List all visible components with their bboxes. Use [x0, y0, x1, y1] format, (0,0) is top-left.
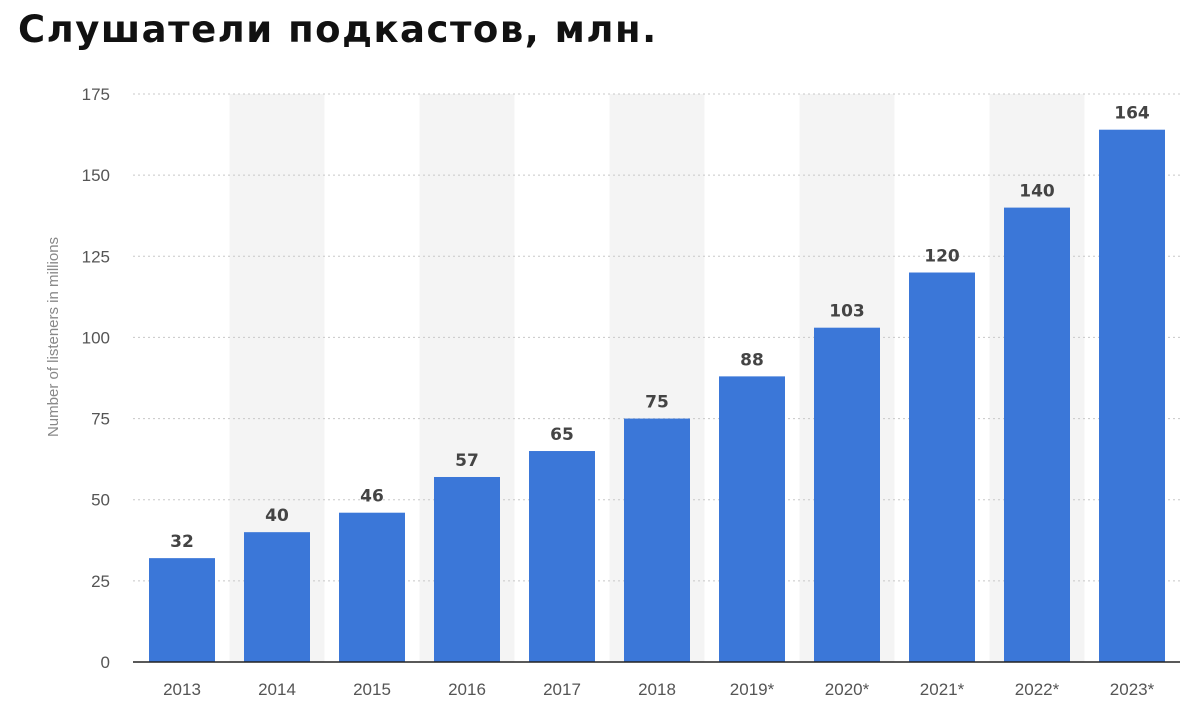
x-tick-label: 2019* [730, 680, 775, 699]
data-label: 103 [829, 302, 865, 322]
x-tick-label: 2021* [920, 680, 965, 699]
data-label: 32 [170, 532, 194, 552]
x-tick-label: 2014 [258, 680, 296, 699]
bars [149, 129, 1165, 662]
data-label: 40 [265, 506, 289, 526]
data-labels: 32 40 46 57 65 75 88 103 120 140 164 [170, 104, 1150, 552]
y-axis-title: Number of listeners in millions [45, 237, 62, 437]
data-label: 65 [550, 425, 574, 445]
y-axis-tick-labels: 0 25 50 75 100 125 150 175 [82, 85, 110, 672]
bar-2023 [1099, 129, 1165, 662]
bar-2013 [149, 558, 215, 662]
bar-2018 [624, 418, 690, 662]
y-tick-label: 75 [91, 410, 110, 429]
bar-2021 [909, 272, 975, 662]
y-tick-label: 100 [82, 328, 110, 347]
x-tick-label: 2016 [448, 680, 486, 699]
bar-2017 [529, 451, 595, 662]
bar-2016 [434, 476, 500, 662]
x-tick-label: 2018 [638, 680, 676, 699]
data-label: 57 [455, 451, 479, 471]
data-label: 88 [740, 350, 764, 370]
bar-2022 [1004, 207, 1070, 662]
data-label: 120 [924, 247, 960, 267]
bar-2014 [244, 532, 310, 662]
x-tick-label: 2013 [163, 680, 201, 699]
data-label: 75 [645, 393, 669, 413]
y-tick-label: 175 [82, 85, 110, 104]
bar-2020 [814, 327, 880, 662]
x-tick-label: 2017 [543, 680, 581, 699]
y-tick-label: 0 [101, 653, 110, 672]
x-tick-label: 2015 [353, 680, 391, 699]
x-tick-label: 2023* [1110, 680, 1155, 699]
bar-2015 [339, 512, 405, 662]
page-title: Слушатели подкастов, млн. [18, 8, 658, 51]
x-axis-tick-labels: 2013 2014 2015 2016 2017 2018 2019* 2020* 2021* 2… [163, 680, 1155, 699]
y-tick-label: 125 [82, 247, 110, 266]
bar-2019 [719, 376, 785, 662]
data-label: 140 [1019, 182, 1055, 202]
data-label: 164 [1114, 104, 1150, 124]
y-tick-label: 25 [91, 572, 110, 591]
y-tick-label: 150 [82, 166, 110, 185]
x-tick-label: 2022* [1015, 680, 1060, 699]
x-tick-label: 2020* [825, 680, 870, 699]
data-label: 46 [360, 487, 384, 507]
y-tick-label: 50 [91, 491, 110, 510]
